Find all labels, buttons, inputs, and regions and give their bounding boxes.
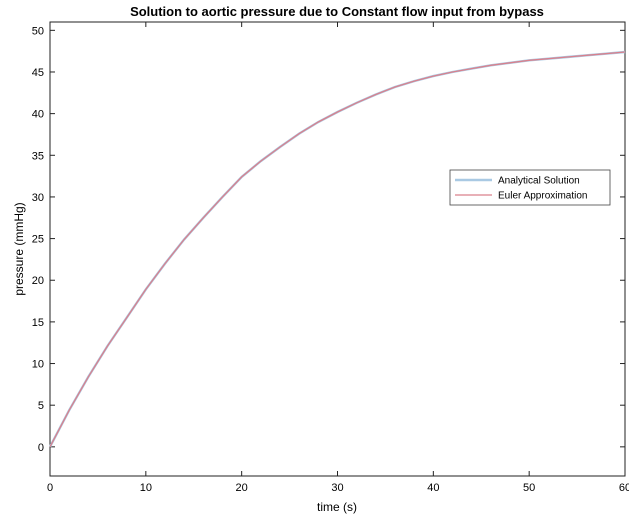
y-tick-label: 10 xyxy=(32,359,44,371)
x-tick-label: 0 xyxy=(47,482,53,494)
y-tick-label: 25 xyxy=(32,234,44,246)
legend-box xyxy=(449,169,611,206)
plot-area xyxy=(49,21,626,477)
chart-title: Solution to aortic pressure due to Const… xyxy=(130,4,544,19)
y-tick-label: 20 xyxy=(32,275,44,287)
x-tick-label: 10 xyxy=(140,482,152,494)
series-group xyxy=(48,50,626,448)
legend-entry: Euler Approximation xyxy=(498,191,588,202)
legend-entry: Analytical Solution xyxy=(498,176,580,187)
x-tick-label: 60 xyxy=(619,482,629,494)
y-tick-label: 15 xyxy=(32,317,44,329)
x-tick-label: 40 xyxy=(427,482,439,494)
y-axis-label: pressure (mmHg) xyxy=(12,202,26,295)
x-axis-label: time (s) xyxy=(317,500,357,514)
y-tick-label: 5 xyxy=(38,400,44,412)
series-line-euler xyxy=(49,51,626,448)
y-tick-label: 35 xyxy=(32,150,44,162)
tick-group: 0 10 20 30 40 50 60 0 5 10 15 20 25 30 35 40 45 50 xyxy=(32,22,629,494)
legend: Analytical Solution Euler Approximation xyxy=(449,169,611,206)
y-tick-label: 45 xyxy=(32,67,44,79)
y-tick-label: 50 xyxy=(32,25,44,37)
x-tick-label: 30 xyxy=(331,482,343,494)
x-tick-label: 50 xyxy=(523,482,535,494)
x-tick-label: 20 xyxy=(236,482,248,494)
y-tick-label: 0 xyxy=(38,442,44,454)
y-tick-label: 30 xyxy=(32,192,44,204)
y-tick-label: 40 xyxy=(32,109,44,121)
